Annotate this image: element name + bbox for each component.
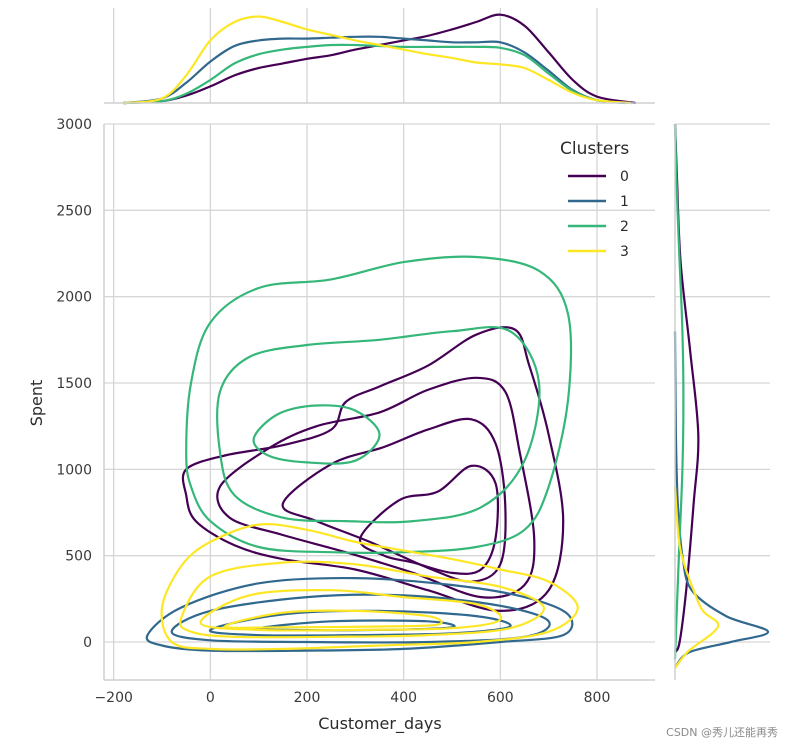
x-tick-label: 400 xyxy=(390,690,417,706)
contour-line xyxy=(199,588,503,632)
top-marginal-curves xyxy=(123,13,636,105)
contour-line xyxy=(216,376,536,599)
x-tick-label: 600 xyxy=(487,690,514,706)
x-tick-label: 0 xyxy=(206,690,215,706)
y-axis-label: Spent xyxy=(27,380,46,427)
y-tick-label: 500 xyxy=(65,549,92,565)
contour-line xyxy=(359,464,499,575)
main-grid xyxy=(104,123,655,680)
x-tick-label: 800 xyxy=(584,690,611,706)
top-marginal-curve-2 xyxy=(123,43,631,105)
right-marginal-curves xyxy=(673,123,770,669)
right-marginal-panel xyxy=(673,123,770,680)
contour-line xyxy=(223,609,443,629)
y-tick-label: 0 xyxy=(83,635,92,651)
top-marginal-curve-0 xyxy=(123,13,636,105)
y-tick-label: 2500 xyxy=(56,203,92,219)
main-axes xyxy=(103,124,655,681)
legend-label-1: 1 xyxy=(620,194,629,210)
top-marginal-curve-3 xyxy=(123,15,631,105)
top-marginal-panel xyxy=(104,8,655,105)
y-tick-label: 1500 xyxy=(56,376,92,392)
contour-line xyxy=(216,325,541,524)
series-0-contours xyxy=(181,326,565,612)
legend-title: Clusters xyxy=(560,139,629,159)
contour-line xyxy=(185,255,573,554)
y-tick-labels: 0 500 1000 1500 2000 2500 3000 xyxy=(56,117,92,651)
contour-line xyxy=(209,609,512,637)
right-marginal-curve-1 xyxy=(673,331,770,669)
contour-line xyxy=(170,593,551,644)
contour-line xyxy=(145,576,574,653)
series-2-contours xyxy=(185,255,573,554)
contour-line xyxy=(179,560,545,639)
right-marginal-curve-2 xyxy=(673,123,685,660)
y-tick-label: 1000 xyxy=(56,462,92,478)
right-marginal-grid xyxy=(675,123,770,643)
x-axis-label: Customer_days xyxy=(318,714,441,734)
legend-label-2: 2 xyxy=(620,219,629,235)
y-tick-label: 3000 xyxy=(56,117,92,133)
contour-line xyxy=(160,523,579,651)
contour-line xyxy=(252,404,381,465)
legend: Clusters 0 1 2 3 xyxy=(560,139,629,260)
top-marginal-curve-1 xyxy=(123,35,627,105)
legend-label-3: 3 xyxy=(620,244,629,260)
main-plot-panel: −200 0 200 400 600 800 0500100015002000250030… xyxy=(56,117,655,706)
right-marginal-curve-3 xyxy=(673,486,720,669)
x-tick-label: −200 xyxy=(94,690,132,706)
series-3-contours xyxy=(160,523,579,651)
top-marginal-grid xyxy=(113,8,598,103)
contour-line xyxy=(181,326,565,612)
legend-label-0: 0 xyxy=(620,169,629,185)
x-tick-label: 200 xyxy=(294,690,321,706)
watermark: CSDN @秀儿还能再秀 xyxy=(666,726,778,739)
kde-contours xyxy=(145,255,579,653)
contour-line xyxy=(281,417,507,583)
y-tick-label: 2000 xyxy=(56,290,92,306)
x-tick-labels: −200 0 200 400 600 800 xyxy=(94,690,610,706)
